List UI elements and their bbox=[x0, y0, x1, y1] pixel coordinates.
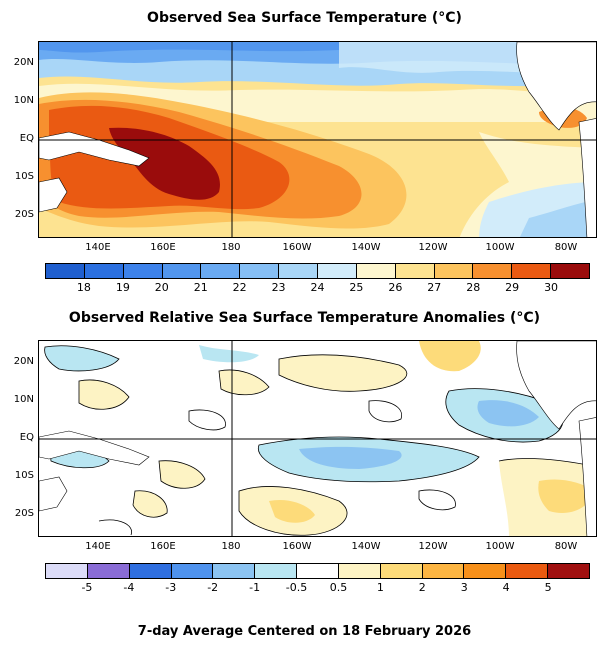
anomaly-lat-label: 10S bbox=[14, 470, 34, 481]
sst-colorbar bbox=[45, 263, 590, 279]
sst-lat-label: EQ bbox=[19, 133, 34, 144]
anomaly-lat-label: 20N bbox=[13, 356, 34, 367]
sst-map bbox=[38, 41, 597, 238]
sst-colorbar-label: 20 bbox=[154, 281, 169, 294]
anomaly-colorbar-swatch bbox=[46, 564, 88, 578]
sst-lon-label: 140W bbox=[351, 242, 381, 253]
anomaly-colorbar-swatch bbox=[380, 564, 423, 578]
sst-colorbar-label: 27 bbox=[427, 281, 442, 294]
anomaly-colorbar-swatch bbox=[464, 564, 507, 578]
sst-colorbar-swatch bbox=[356, 264, 396, 278]
anomaly-lon-label: 120W bbox=[418, 541, 448, 552]
anomaly-colorbar-swatch bbox=[422, 564, 465, 578]
sst-colorbar-swatch bbox=[473, 264, 513, 278]
sst-colorbar-label: 25 bbox=[349, 281, 364, 294]
sst-colorbar-swatch bbox=[434, 264, 474, 278]
anomaly-colorbar-swatch bbox=[338, 564, 381, 578]
sst-colorbar-swatch bbox=[84, 264, 124, 278]
anomaly-colorbar-label: -5 bbox=[81, 581, 93, 594]
sst-colorbar-label: 18 bbox=[76, 281, 91, 294]
anomaly-colorbar-label: -0.5 bbox=[285, 581, 308, 594]
anomaly-colorbar-swatch bbox=[255, 564, 298, 578]
anomaly-colorbar-label: 4 bbox=[502, 581, 510, 594]
anomaly-map bbox=[38, 340, 597, 537]
anomaly-title: Observed Relative Sea Surface Temperatur… bbox=[68, 310, 541, 326]
sst-field bbox=[39, 42, 596, 237]
sst-colorbar-swatch bbox=[46, 264, 85, 278]
sst-colorbar-label: 24 bbox=[310, 281, 325, 294]
sst-colorbar-swatch bbox=[395, 264, 435, 278]
anomaly-colorbar-label: -2 bbox=[207, 581, 219, 594]
sst-colorbar-swatch bbox=[201, 264, 241, 278]
anomaly-colorbar-label: 2 bbox=[418, 581, 426, 594]
anomaly-colorbar-swatch bbox=[548, 564, 589, 578]
sst-lon-label: 180 bbox=[221, 242, 241, 253]
anomaly-field bbox=[39, 341, 596, 536]
anomaly-colorbar-swatch bbox=[213, 564, 256, 578]
date-caption: 7-day Average Centered on 18 February 20… bbox=[137, 624, 472, 639]
sst-lon-label: 120W bbox=[418, 242, 448, 253]
sst-lon-label: 140E bbox=[85, 242, 111, 253]
anomaly-lon-label: 160E bbox=[150, 541, 176, 552]
anomaly-colorbar-label: -1 bbox=[249, 581, 261, 594]
anomaly-lon-label: 80W bbox=[554, 541, 578, 552]
sst-colorbar-swatch bbox=[240, 264, 280, 278]
anomaly-lon-label: 180 bbox=[221, 541, 241, 552]
anomaly-colorbar-swatch bbox=[171, 564, 214, 578]
anomaly-colorbar bbox=[45, 563, 590, 579]
sst-colorbar-label: 21 bbox=[193, 281, 208, 294]
sst-lon-label: 80W bbox=[554, 242, 578, 253]
sst-colorbar-swatch bbox=[551, 264, 590, 278]
sst-colorbar-swatch bbox=[318, 264, 357, 278]
anomaly-colorbar-swatch bbox=[506, 564, 549, 578]
anomaly-colorbar-swatch bbox=[129, 564, 172, 578]
sst-colorbar-swatch bbox=[123, 264, 163, 278]
anomaly-colorbar-label: 5 bbox=[544, 581, 552, 594]
sst-lon-label: 160W bbox=[282, 242, 312, 253]
sst-lat-label: 20N bbox=[13, 57, 34, 68]
anomaly-lat-label: 10N bbox=[13, 394, 34, 405]
sst-colorbar-swatch bbox=[512, 264, 552, 278]
anomaly-colorbar-label: 1 bbox=[376, 581, 384, 594]
sst-lat-label: 10N bbox=[13, 95, 34, 106]
sst-colorbar-label: 26 bbox=[388, 281, 403, 294]
sst-lon-label: 160E bbox=[150, 242, 176, 253]
anomaly-colorbar-swatch bbox=[297, 564, 339, 578]
sst-lon-label: 100W bbox=[485, 242, 515, 253]
anomaly-colorbar-label: 0.5 bbox=[329, 581, 348, 594]
sst-colorbar-swatch bbox=[279, 264, 319, 278]
sst-colorbar-label: 30 bbox=[544, 281, 559, 294]
anomaly-colorbar-swatch bbox=[87, 564, 130, 578]
anomaly-lon-label: 140E bbox=[85, 541, 111, 552]
sst-colorbar-label: 19 bbox=[115, 281, 130, 294]
anomaly-colorbar-label: -4 bbox=[123, 581, 135, 594]
sst-colorbar-label: 22 bbox=[232, 281, 247, 294]
anomaly-lat-label: EQ bbox=[19, 432, 34, 443]
anomaly-colorbar-label: -3 bbox=[165, 581, 177, 594]
anomaly-colorbar-label: 3 bbox=[460, 581, 468, 594]
sst-colorbar-label: 29 bbox=[505, 281, 520, 294]
sst-colorbar-swatch bbox=[162, 264, 202, 278]
anomaly-lon-label: 160W bbox=[282, 541, 312, 552]
sst-colorbar-label: 23 bbox=[271, 281, 286, 294]
anomaly-lat-label: 20S bbox=[14, 508, 34, 519]
sst-lat-label: 10S bbox=[14, 171, 34, 182]
sst-lat-label: 20S bbox=[14, 209, 34, 220]
sst-title: Observed Sea Surface Temperature (°C) bbox=[147, 10, 462, 26]
anomaly-lon-label: 140W bbox=[351, 541, 381, 552]
sst-colorbar-label: 28 bbox=[466, 281, 481, 294]
anomaly-lon-label: 100W bbox=[485, 541, 515, 552]
